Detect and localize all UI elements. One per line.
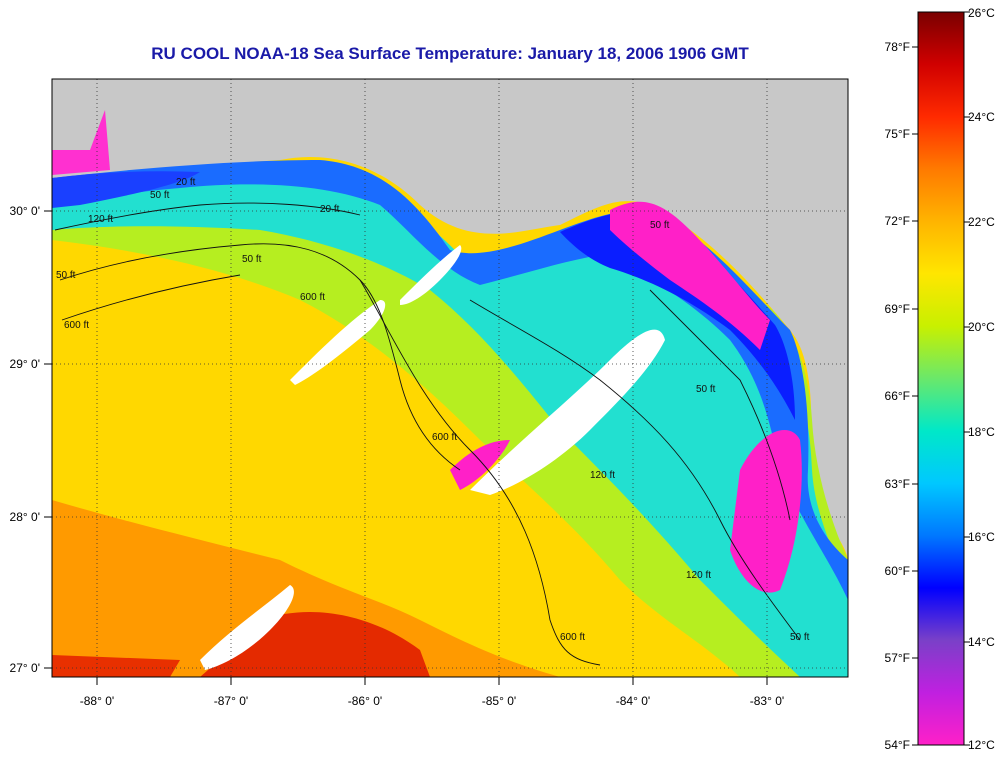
sea-magenta-bigbend: [610, 201, 770, 350]
colorbar-gradient: [917, 11, 965, 746]
lon-tick-label: -86° 0': [348, 694, 382, 708]
fahrenheit-label: 75°F: [885, 127, 910, 141]
sea-cyan: [52, 174, 848, 677]
latitude-labels: 30° 0' 29° 0' 28° 0' 27° 0': [10, 204, 40, 675]
contour-label: 600 ft: [432, 432, 457, 443]
contour-label: 600 ft: [64, 320, 89, 331]
fahrenheit-label: 54°F: [885, 738, 910, 752]
fahrenheit-labels: 78°F 75°F 72°F 69°F 66°F 63°F 60°F 57°F …: [885, 40, 910, 752]
contour-label: 50 ft: [150, 190, 170, 201]
sea-magenta-south: [730, 430, 802, 593]
map-frame: [51, 78, 849, 678]
celsius-label: 20°C: [968, 320, 995, 334]
cloud-mid: [290, 300, 386, 385]
fahrenheit-label: 66°F: [885, 389, 910, 403]
sea-magenta-panhandle: [52, 110, 110, 175]
fahrenheit-label: 57°F: [885, 651, 910, 665]
cloud-main: [470, 329, 665, 495]
sea-blue-west: [52, 171, 200, 208]
contour-label-group: 50 ft 120 ft 20 ft 50 ft 600 ft 600 ft 6…: [56, 177, 810, 643]
lon-tick-label: -85° 0': [482, 694, 516, 708]
contour-label: 120 ft: [686, 570, 711, 581]
lon-tick-label: -84° 0': [616, 694, 650, 708]
contour-label: 50 ft: [696, 384, 716, 395]
lat-tick-label: 30° 0': [10, 204, 40, 218]
contour-label: 50 ft: [790, 632, 810, 643]
longitude-labels: -88° 0' -87° 0' -86° 0' -85° 0' -84° 0' …: [80, 694, 784, 708]
contour-label: 50 ft: [242, 254, 262, 265]
celsius-label: 12°C: [968, 738, 995, 752]
lat-tick-label: 27° 0': [10, 661, 40, 675]
celsius-label: 22°C: [968, 215, 995, 229]
graticule: [52, 79, 848, 677]
sea-red-west: [52, 655, 180, 677]
contour-label: 20 ft: [176, 177, 196, 188]
contour-label: 600 ft: [300, 292, 325, 303]
lon-tick-label: -83° 0': [750, 694, 784, 708]
fahrenheit-label: 72°F: [885, 214, 910, 228]
map-area: 50 ft 120 ft 20 ft 50 ft 600 ft 600 ft 6…: [52, 79, 848, 677]
celsius-label: 24°C: [968, 110, 995, 124]
lon-tick-label: -88° 0': [80, 694, 114, 708]
cloud-magenta-rim: [450, 440, 510, 490]
contour-label: 600 ft: [560, 632, 585, 643]
celsius-label: 26°C: [968, 6, 995, 20]
colorbar-ticks: [912, 11, 970, 746]
fahrenheit-label: 60°F: [885, 564, 910, 578]
contour-label: 20 ft: [320, 204, 340, 215]
sea-orange: [52, 500, 560, 677]
lat-tick-label: 29° 0': [10, 357, 40, 371]
cloud-north: [400, 245, 462, 305]
celsius-label: 18°C: [968, 425, 995, 439]
map-title: RU COOL NOAA-18 Sea Surface Temperature:…: [151, 44, 749, 63]
celsius-labels: 26°C 24°C 22°C 20°C 18°C 16°C 14°C 12°C: [968, 6, 995, 752]
cloud-southwest: [200, 585, 294, 670]
celsius-label: 16°C: [968, 530, 995, 544]
axis-ticks: [44, 210, 768, 685]
sea-deepblue: [560, 212, 795, 420]
lon-tick-label: -87° 0': [214, 694, 248, 708]
fahrenheit-label: 69°F: [885, 302, 910, 316]
lat-tick-label: 28° 0': [10, 510, 40, 524]
contour-label: 120 ft: [88, 214, 113, 225]
contour-label: 120 ft: [590, 470, 615, 481]
fahrenheit-label: 78°F: [885, 40, 910, 54]
bathymetry-contours: [54, 202, 801, 666]
celsius-label: 14°C: [968, 635, 995, 649]
colorbar: 26°C 24°C 22°C 20°C 18°C 16°C 14°C 12°C …: [885, 6, 996, 752]
contour-label: 50 ft: [56, 270, 76, 281]
contour-label: 50 ft: [650, 220, 670, 231]
fahrenheit-label: 63°F: [885, 477, 910, 491]
